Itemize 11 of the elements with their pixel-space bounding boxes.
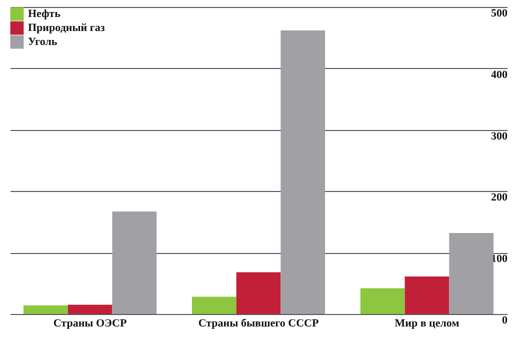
y-tick-label: 500 [491, 8, 508, 20]
y-tick-label: 400 [491, 68, 508, 81]
y-tick-label: 200 [491, 192, 508, 204]
x-tick-label: Мир в целом [394, 318, 460, 330]
y-tick-label: 0 [502, 314, 508, 326]
x-tick-label: Страны бывшего СССР [198, 318, 319, 330]
legend-label: Природный газ [28, 22, 106, 34]
legend-label: Нефть [28, 8, 61, 20]
x-tick-label: Страны ОЭСР [53, 318, 127, 330]
y-tick-label: 300 [491, 130, 508, 142]
legend-label: Уголь [28, 36, 58, 48]
